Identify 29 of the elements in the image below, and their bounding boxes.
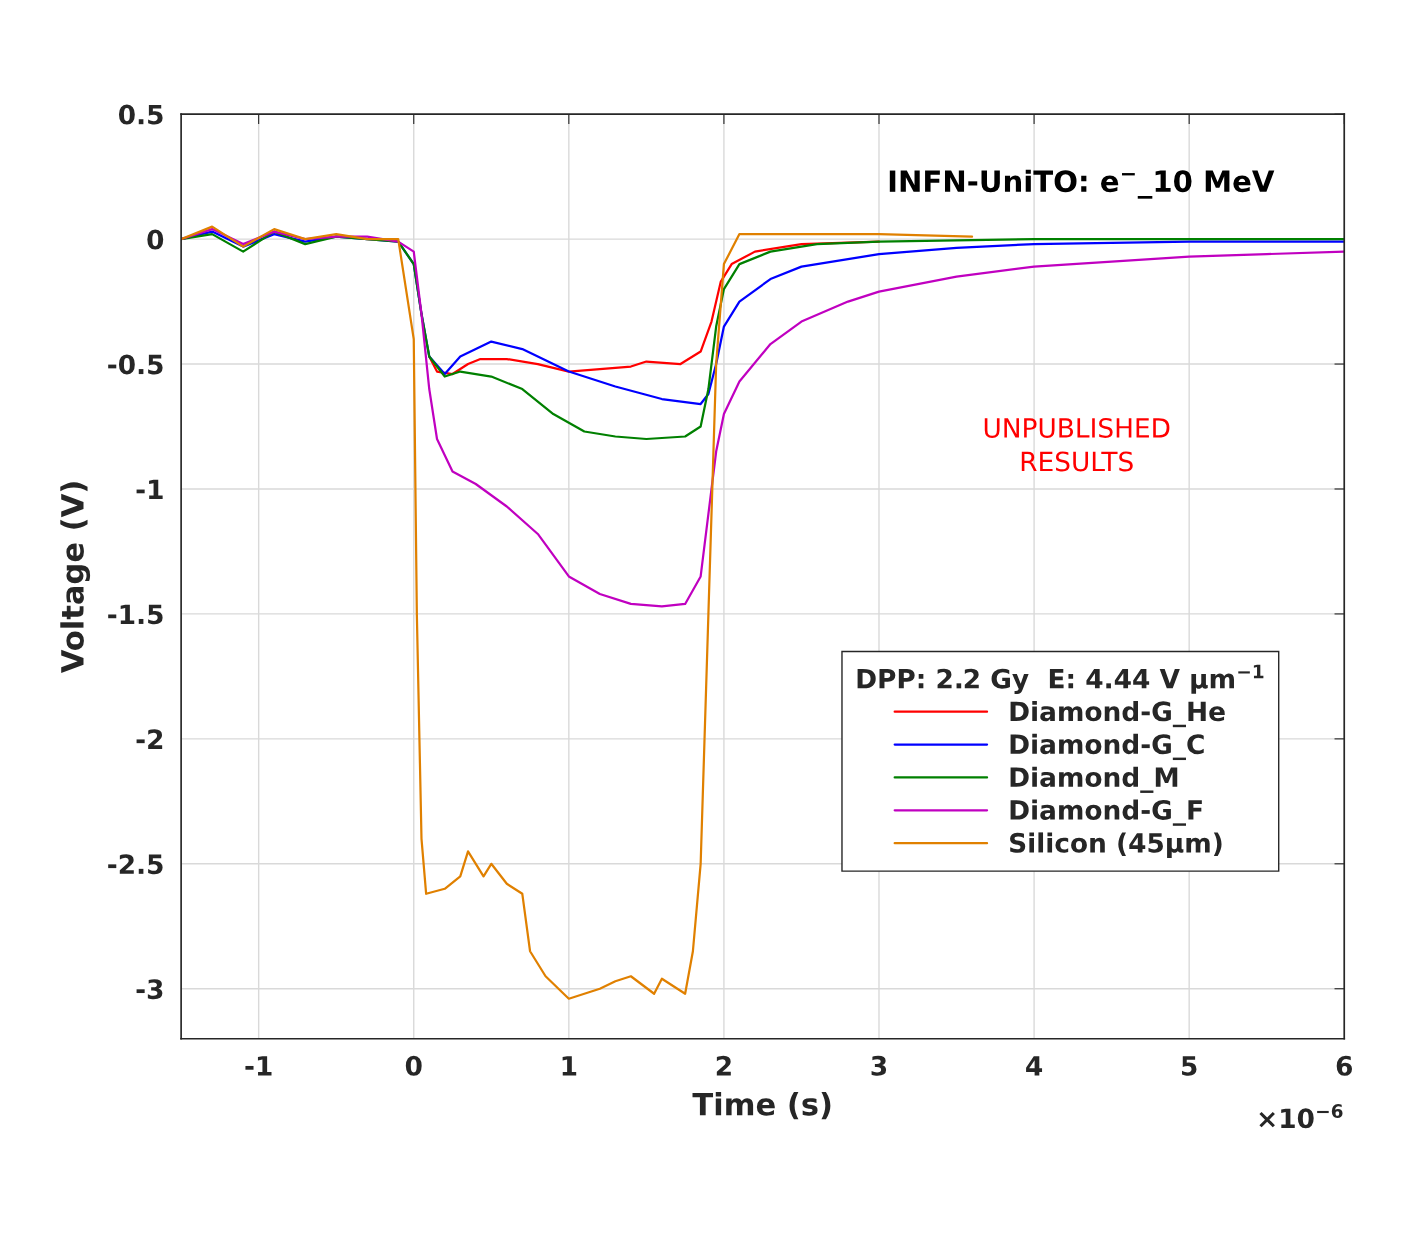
y-tick-label: 0 bbox=[147, 229, 164, 250]
y-tick-label: -3 bbox=[136, 979, 163, 1000]
legend-title: DPP: 2.2 Gy E: 4.44 V μm$^{−1}$ bbox=[857, 664, 1264, 695]
y-tick-label: -2 bbox=[136, 729, 163, 749]
x-tick-label: 2 bbox=[716, 1055, 731, 1076]
y-tick-label: 0.5 bbox=[118, 104, 163, 125]
y-tick-label: -2.5 bbox=[108, 854, 163, 875]
x-tick-label: 1 bbox=[562, 1056, 577, 1076]
legend-label: Diamond-G_F bbox=[1010, 799, 1202, 826]
y-tick-label: -1.5 bbox=[108, 604, 163, 625]
x-tick-label: 6 bbox=[1336, 1055, 1353, 1076]
legend-label: Silicon (45μm) bbox=[1010, 832, 1222, 858]
y-axis-title: Voltage (V) bbox=[60, 482, 91, 674]
annotation: INFN-UniTO: e$^{−}$_10 MeV bbox=[889, 169, 1275, 199]
y-tick-label: -0.5 bbox=[108, 354, 163, 375]
legend-label: Diamond_M bbox=[1010, 766, 1178, 793]
x-axis-title: Time (s) bbox=[692, 1092, 831, 1120]
line-series bbox=[181, 230, 1345, 441]
legend-label: Diamond-G_C bbox=[1010, 733, 1204, 761]
text: ×10$^{−6}$ bbox=[1259, 1104, 1343, 1129]
x-tick-label: 3 bbox=[871, 1055, 887, 1076]
x-tick-label: -1 bbox=[245, 1056, 272, 1076]
annotation: UNPUBLISHED RESULTS bbox=[984, 417, 1170, 472]
legend-label: Diamond-G_He bbox=[1010, 700, 1225, 728]
y-tick-label: -1 bbox=[136, 479, 163, 500]
x-tick-label: 4 bbox=[1026, 1056, 1043, 1076]
x-tick-label: 0 bbox=[405, 1055, 422, 1076]
x-tick-label: 5 bbox=[1182, 1056, 1197, 1076]
line-series bbox=[428, 240, 881, 376]
